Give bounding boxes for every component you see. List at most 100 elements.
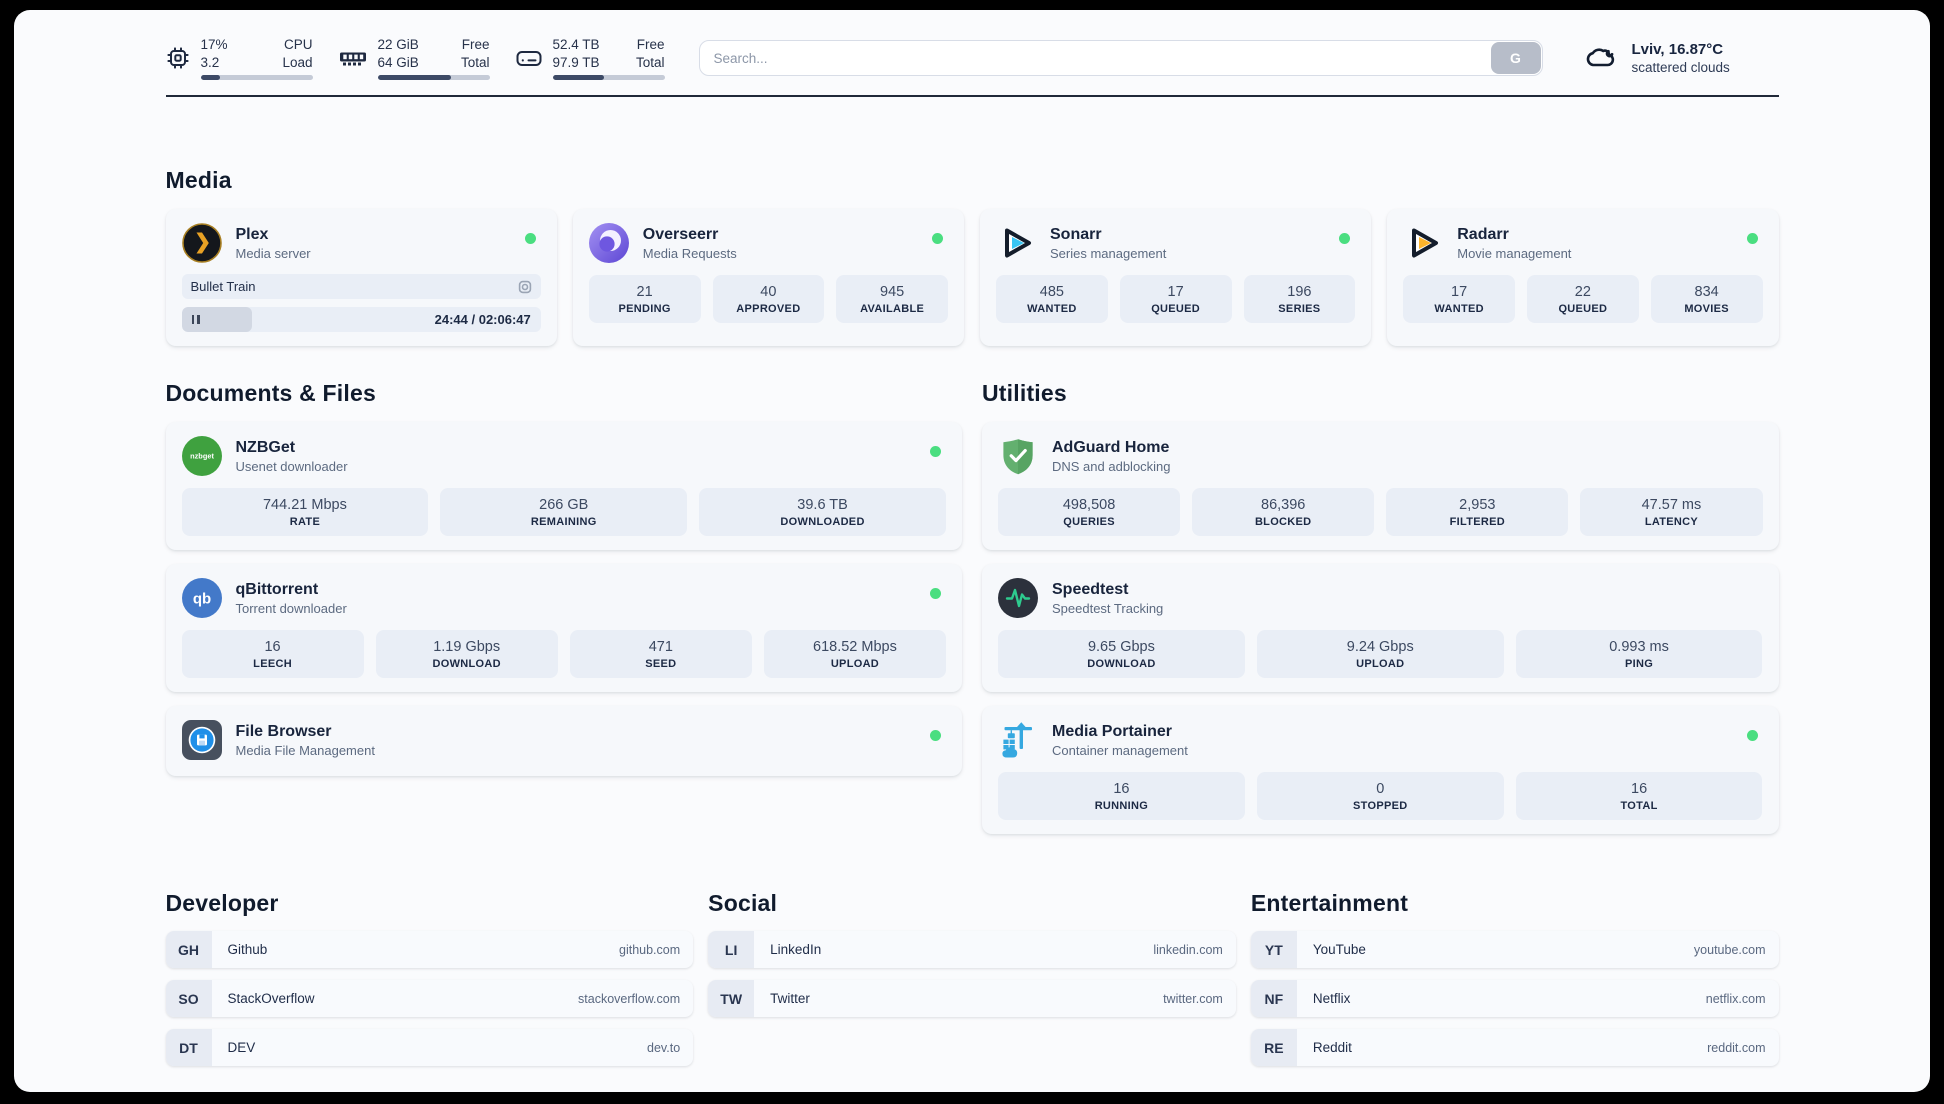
stat-latency: 47.57 ms LATENCY: [1580, 488, 1763, 537]
portainer-icon: [998, 720, 1038, 760]
cpu-percent: 17%: [200, 37, 228, 52]
stat-queries: 498,508 QUERIES: [998, 488, 1181, 537]
nzbget-icon: nzbget: [181, 436, 222, 477]
disk-progress-fill: [552, 75, 605, 81]
bookmark-abbr: GH: [165, 931, 212, 969]
service-subtitle: DNS and adblocking: [1052, 459, 1171, 475]
service-card-portainer[interactable]: Media Portainer Container management 16 …: [982, 706, 1779, 835]
status-dot: [1339, 233, 1351, 245]
service-card-sonarr[interactable]: Sonarr Series management 485 WANTED 17 Q…: [980, 209, 1372, 347]
disk-free: 52.4 TB: [552, 37, 600, 52]
bookmark-url: linkedin.com: [1153, 942, 1223, 957]
memory-label: Free: [461, 37, 490, 52]
bookmark-netflix[interactable]: NF Netflix netflix.com: [1250, 980, 1779, 1018]
service-subtitle: Media File Management: [235, 743, 375, 759]
bookmark-abbr: RE: [1250, 1029, 1297, 1067]
service-title: Speedtest: [1052, 581, 1129, 598]
search-input[interactable]: [698, 40, 1543, 77]
search-engine-button[interactable]: G: [1490, 42, 1541, 75]
section-title-entertainment: Entertainment: [1250, 890, 1409, 917]
bookmark-github[interactable]: GH Github github.com: [165, 931, 694, 969]
service-title: NZBGet: [235, 439, 296, 456]
svg-text:qb: qb: [192, 590, 210, 607]
service-subtitle: Speedtest Tracking: [1052, 601, 1164, 617]
documents-column: Documents & Files nzbget: [165, 380, 962, 834]
bookmark-url: youtube.com: [1693, 942, 1766, 957]
stat-running: 16 RUNNING: [998, 772, 1245, 821]
bookmark-name: StackOverflow: [227, 991, 315, 1007]
memory-free: 22 GiB: [377, 37, 419, 52]
status-dot: [930, 730, 941, 742]
memory-widget: 22 GiB 64 GiB Free Total: [339, 36, 490, 81]
qbittorrent-icon: qb: [181, 578, 222, 619]
service-subtitle: Media server: [235, 246, 311, 262]
playback-time: 24:44 / 02:06:47: [434, 312, 531, 328]
bookmark-abbr: YT: [1250, 931, 1297, 969]
stat-queued: 17 QUEUED: [1119, 275, 1232, 324]
bookmark-linkedin[interactable]: LI LinkedIn linkedin.com: [708, 931, 1236, 969]
playback-progress: 24:44 / 02:06:47: [181, 307, 541, 333]
service-title: Radarr: [1457, 226, 1509, 243]
bookmark-url: github.com: [619, 942, 681, 957]
status-dot: [932, 233, 943, 245]
cpu-icon: [166, 46, 190, 70]
bookmark-stackoverflow[interactable]: SO StackOverflow stackoverflow.com: [165, 980, 694, 1018]
stat-series: 196 SERIES: [1243, 275, 1356, 324]
service-subtitle: Usenet downloader: [235, 459, 348, 475]
cloud-icon: [1583, 43, 1619, 74]
service-card-filebrowser[interactable]: File Browser Media File Management: [165, 706, 962, 777]
search-bar: G: [698, 40, 1543, 77]
stat-queued: 22 QUEUED: [1527, 275, 1639, 324]
bookmark-url: dev.to: [647, 1040, 681, 1055]
bookmark-url: reddit.com: [1707, 1040, 1766, 1055]
cpu-label: CPU: [283, 37, 313, 52]
section-title-documents: Documents & Files: [165, 380, 376, 407]
bookmark-name: Github: [227, 942, 268, 958]
bookmark-group-entertainment: Entertainment YT YouTube youtube.com NF …: [1250, 890, 1779, 1067]
cpu-loadavg: 3.2: [200, 54, 220, 70]
service-card-radarr[interactable]: Radarr Movie management 17 WANTED 22 QUE…: [1387, 209, 1779, 347]
bookmark-url: stackoverflow.com: [578, 991, 681, 1006]
disk-icon: [516, 48, 542, 69]
stat-ping: 0.993 ms PING: [1515, 630, 1763, 679]
service-card-adguard[interactable]: AdGuard Home DNS and adblocking 498,508 …: [982, 422, 1779, 551]
section-title-social: Social: [708, 890, 778, 917]
plex-icon: [181, 223, 222, 263]
disk-widget: 52.4 TB 97.9 TB Free Total: [516, 36, 665, 81]
weather-condition: scattered clouds: [1631, 60, 1730, 76]
status-dot: [524, 233, 536, 245]
memory-icon: [339, 49, 367, 67]
service-card-qbittorrent[interactable]: qb qBittorrent Torrent downloader: [165, 564, 962, 693]
top-bar: 17% 3.2 CPU Load: [166, 36, 1779, 81]
section-title-utilities: Utilities: [982, 380, 1067, 407]
status-dot: [1746, 730, 1758, 742]
bookmark-group-developer: Developer GH Github github.com SO StackO…: [165, 890, 694, 1067]
dashboard-panel: 17% 3.2 CPU Load: [14, 10, 1930, 1092]
service-title: Overseerr: [642, 226, 719, 243]
now-playing-title: Bullet Train: [190, 279, 256, 295]
now-playing-row: Bullet Train: [181, 274, 541, 300]
speedtest-icon: [998, 578, 1038, 619]
stat-wanted: 17 WANTED: [1403, 275, 1515, 324]
bookmark-twitter[interactable]: TW Twitter twitter.com: [708, 980, 1236, 1018]
radarr-icon: [1403, 223, 1443, 263]
bookmark-dev[interactable]: DT DEV dev.to: [165, 1029, 694, 1067]
bookmark-group-social: Social LI LinkedIn linkedin.com TW Twitt…: [708, 890, 1236, 1066]
service-card-plex[interactable]: Plex Media server Bullet Train: [165, 209, 557, 347]
service-title: Media Portainer: [1052, 723, 1173, 740]
bookmark-reddit[interactable]: RE Reddit reddit.com: [1250, 1029, 1779, 1067]
status-dot: [930, 446, 941, 458]
bookmark-abbr: SO: [165, 980, 212, 1018]
stat-total: 16 TOTAL: [1515, 772, 1763, 821]
disk-total: 97.9 TB: [552, 54, 600, 70]
weather-widget: Lviv, 16.87°C scattered clouds: [1583, 41, 1779, 75]
service-subtitle: Movie management: [1457, 246, 1572, 262]
service-subtitle: Container management: [1052, 743, 1188, 759]
service-card-overseerr[interactable]: Overseerr Media Requests 21 PENDING 40 A…: [572, 209, 964, 347]
stat-rate: 744.21 Mbps RATE: [181, 488, 429, 537]
service-card-speedtest[interactable]: Speedtest Speedtest Tracking 9.65 Gbps D…: [982, 564, 1779, 693]
service-title: Plex: [235, 226, 269, 243]
stat-pending: 21 PENDING: [588, 275, 701, 324]
bookmark-youtube[interactable]: YT YouTube youtube.com: [1250, 931, 1779, 969]
service-card-nzbget[interactable]: nzbget NZBGet Usenet downloader 74: [165, 422, 962, 551]
